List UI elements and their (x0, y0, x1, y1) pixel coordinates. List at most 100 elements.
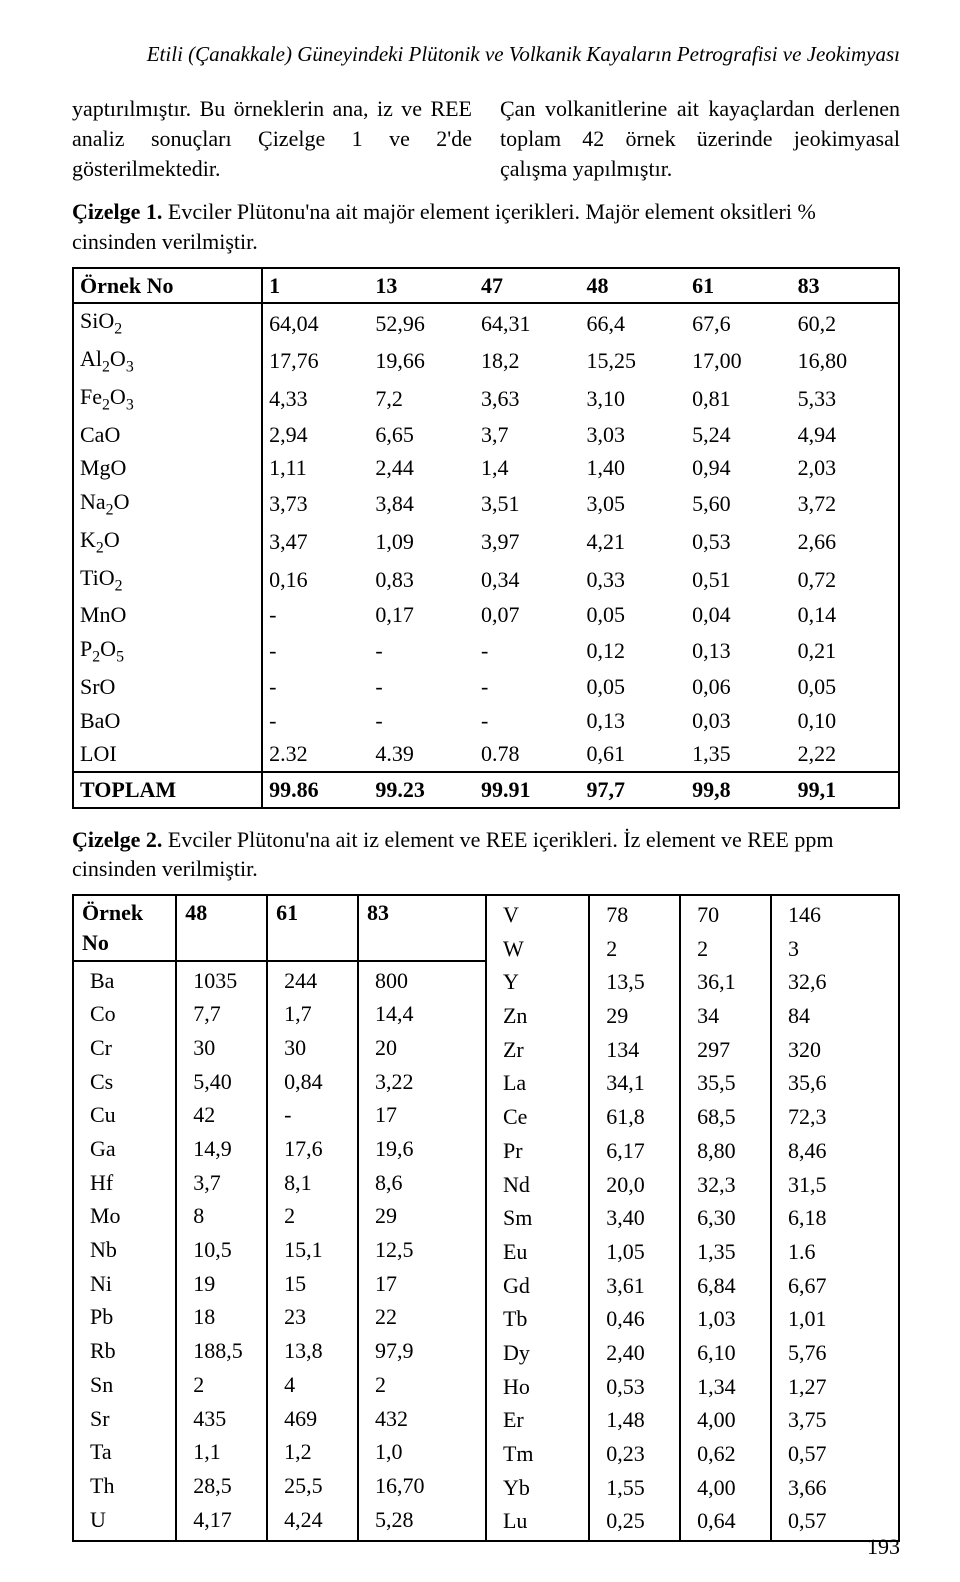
t1-value: 5,24 (686, 418, 792, 452)
t2-value: 0,25 (598, 1504, 671, 1538)
t1-value: 0,61 (581, 737, 687, 772)
t2-value: Ni (82, 1267, 167, 1301)
t1-value: 0,03 (686, 704, 792, 738)
t1-value: 0,04 (686, 598, 792, 632)
t2-value: Hf (82, 1166, 167, 1200)
t1-value: 64,04 (262, 303, 369, 342)
table2-caption: Çizelge 2. Evciler Plütonu'na ait iz ele… (72, 825, 900, 884)
t2-value: 32,6 (780, 965, 890, 999)
t1-value: 0.78 (475, 737, 581, 772)
t2-value: U (82, 1503, 167, 1537)
caption1-lead: Çizelge 1. (72, 199, 162, 224)
t2-value: 1,05 (598, 1235, 671, 1269)
t1-value: 17,76 (262, 342, 369, 380)
t2-value: 0,84 (276, 1065, 349, 1099)
t1-value: 0,81 (686, 380, 792, 418)
t1-value: 19,66 (369, 342, 475, 380)
t1-value: - (475, 632, 581, 670)
t1-value: 0,14 (792, 598, 899, 632)
t2-value: 5,28 (367, 1503, 477, 1537)
t1-oxide-label: LOI (73, 737, 262, 772)
t1-value: 0,33 (581, 561, 687, 599)
t1-value: 0,21 (792, 632, 899, 670)
t2-left-col83: 80014,4203,221719,68,62912,5172297,92432… (358, 961, 486, 1542)
t2-value: Sr (82, 1402, 167, 1436)
t2-value: 1,48 (598, 1403, 671, 1437)
t2-value: Zr (495, 1033, 580, 1067)
t2-value: 6,67 (780, 1269, 890, 1303)
t1-oxide-label: TiO2 (73, 561, 262, 599)
t1-oxide-label: Fe2O3 (73, 380, 262, 418)
t1-value: 0,17 (369, 598, 475, 632)
t1-value: 0,94 (686, 451, 792, 485)
t2-value: 19,6 (367, 1132, 477, 1166)
t1-value: 3,47 (262, 523, 369, 561)
t2-value: 3 (780, 932, 890, 966)
t2-value: Mo (82, 1199, 167, 1233)
t1-value: 0,06 (686, 670, 792, 704)
t1-value: 2,94 (262, 418, 369, 452)
t2-right-col61: 70236,13429735,568,58,8032,36,301,356,84… (680, 895, 771, 1541)
t2-value: Nb (82, 1233, 167, 1267)
t1-value: - (262, 670, 369, 704)
t2-value: 3,75 (780, 1403, 890, 1437)
t2-value: Gd (495, 1269, 580, 1303)
t1-value: 0,05 (792, 670, 899, 704)
t2-value: 14,9 (185, 1132, 258, 1166)
t1-total-label: TOPLAM (73, 772, 262, 808)
t2-value: 29 (367, 1199, 477, 1233)
t1-value: 1,35 (686, 737, 792, 772)
t1-oxide-label: BaO (73, 704, 262, 738)
t1-sample-col: 83 (792, 268, 899, 304)
table1-caption: Çizelge 1. Evciler Plütonu'na ait majör … (72, 197, 900, 256)
t2-value: Ba (82, 964, 167, 998)
t2-left-col48: 10357,7305,404214,93,7810,51918188,52435… (176, 961, 267, 1542)
t1-sample-col: 47 (475, 268, 581, 304)
t2-value: 20 (367, 1031, 477, 1065)
t2-value: Rb (82, 1334, 167, 1368)
t1-oxide-label: MnO (73, 598, 262, 632)
t2-value: 6,18 (780, 1201, 890, 1235)
t2-value: 6,84 (689, 1269, 762, 1303)
t2-value: 4,17 (185, 1503, 258, 1537)
t2-value: Ce (495, 1100, 580, 1134)
t2-value: 35,6 (780, 1066, 890, 1100)
t1-value: 0,12 (581, 632, 687, 670)
t2-value: 17 (367, 1267, 477, 1301)
t1-sample-header: Örnek No (73, 268, 262, 304)
t1-value: 3,05 (581, 485, 687, 523)
t2-value: 0,23 (598, 1437, 671, 1471)
t1-value: 0,07 (475, 598, 581, 632)
t2-value: 244 (276, 964, 349, 998)
intro-right: Çan volkanitlerine ait kayaçlardan derle… (500, 94, 900, 183)
t2-value: 22 (367, 1300, 477, 1334)
t1-value: 2,66 (792, 523, 899, 561)
t1-value: 3,97 (475, 523, 581, 561)
t1-value: 0,05 (581, 670, 687, 704)
t2-value: 29 (598, 999, 671, 1033)
t1-value: 3,10 (581, 380, 687, 418)
t2-value: 97,9 (367, 1334, 477, 1368)
t1-value: 0,05 (581, 598, 687, 632)
t1-value: 0,51 (686, 561, 792, 599)
t2-value: Pb (82, 1300, 167, 1334)
t2-value: 31,5 (780, 1168, 890, 1202)
t2-value: 13,8 (276, 1334, 349, 1368)
t2-value: 320 (780, 1033, 890, 1067)
t1-value: 2,03 (792, 451, 899, 485)
t2-value: 1,01 (780, 1302, 890, 1336)
t2-value: 6,10 (689, 1336, 762, 1370)
t1-value: 0,13 (581, 704, 687, 738)
t1-value: 3,51 (475, 485, 581, 523)
t2-value: 435 (185, 1402, 258, 1436)
t1-value: 0,53 (686, 523, 792, 561)
t1-sample-col: 13 (369, 268, 475, 304)
t2-value: 13,5 (598, 965, 671, 999)
t1-value: 16,80 (792, 342, 899, 380)
t2-right-labels: VWYZnZrLaCePrNdSmEuGdTbDyHoErTmYbLu (486, 895, 589, 1541)
page-number: 193 (867, 1532, 900, 1562)
t1-value: 1,09 (369, 523, 475, 561)
t2-value: Ho (495, 1370, 580, 1404)
t2-value: Yb (495, 1471, 580, 1505)
t2-value: Nd (495, 1168, 580, 1202)
